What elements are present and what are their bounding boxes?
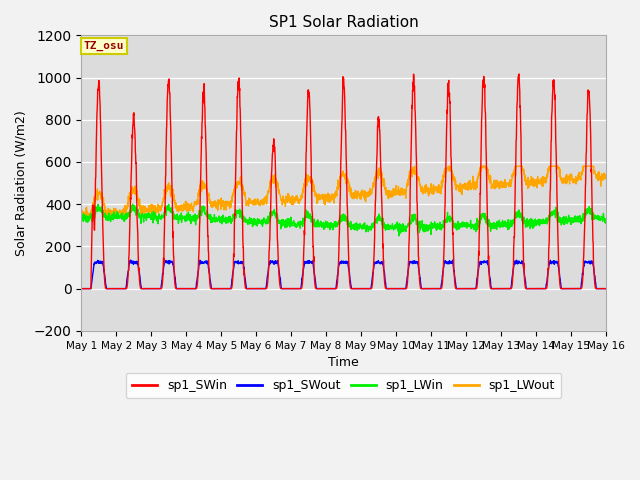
Title: SP1 Solar Radiation: SP1 Solar Radiation [269, 15, 419, 30]
Line: sp1_LWout: sp1_LWout [81, 166, 606, 219]
Line: sp1_SWout: sp1_SWout [81, 260, 606, 288]
sp1_LWout [571, 179, 579, 185]
sp1_LWin [371, 224, 378, 229]
sp1_LWin [571, 216, 579, 222]
sp1_SWin [602, 286, 610, 291]
sp1_LWin [556, 219, 564, 225]
sp1_SWout [449, 257, 456, 263]
sp1_LWin [359, 222, 367, 228]
sp1_SWout [358, 286, 366, 291]
sp1_LWin [77, 216, 85, 222]
sp1_LWout [81, 216, 88, 222]
Line: sp1_LWin: sp1_LWin [81, 204, 606, 236]
sp1_LWin [395, 233, 403, 239]
sp1_SWout [370, 263, 378, 268]
sp1_SWin [496, 286, 504, 291]
Y-axis label: Solar Radiation (W/m2): Solar Radiation (W/m2) [15, 110, 28, 256]
sp1_LWout [371, 181, 378, 187]
Legend: sp1_SWin, sp1_SWout, sp1_LWin, sp1_LWout: sp1_SWin, sp1_SWout, sp1_LWin, sp1_LWout [126, 373, 561, 398]
sp1_LWin [129, 201, 136, 207]
sp1_LWout [224, 199, 232, 205]
sp1_SWin [556, 281, 564, 287]
sp1_LWout [556, 169, 564, 175]
sp1_SWout [556, 276, 564, 281]
sp1_SWin [370, 257, 378, 263]
Text: TZ_osu: TZ_osu [84, 41, 124, 51]
sp1_LWout [411, 163, 419, 169]
sp1_SWout [571, 286, 579, 291]
sp1_SWout [602, 286, 610, 291]
sp1_SWout [496, 286, 504, 291]
sp1_SWin [358, 286, 366, 291]
Line: sp1_SWin: sp1_SWin [81, 74, 606, 288]
sp1_SWout [223, 286, 231, 291]
sp1_SWin [77, 286, 85, 291]
X-axis label: Time: Time [328, 356, 359, 369]
sp1_LWout [602, 176, 610, 181]
sp1_LWout [359, 192, 367, 198]
sp1_SWout [77, 286, 85, 291]
sp1_LWin [602, 216, 610, 222]
sp1_LWin [224, 220, 232, 226]
sp1_LWout [77, 213, 85, 218]
sp1_SWin [571, 286, 579, 291]
sp1_SWin [515, 71, 523, 77]
sp1_LWin [497, 220, 504, 226]
sp1_LWout [497, 178, 504, 184]
sp1_SWin [223, 286, 231, 291]
